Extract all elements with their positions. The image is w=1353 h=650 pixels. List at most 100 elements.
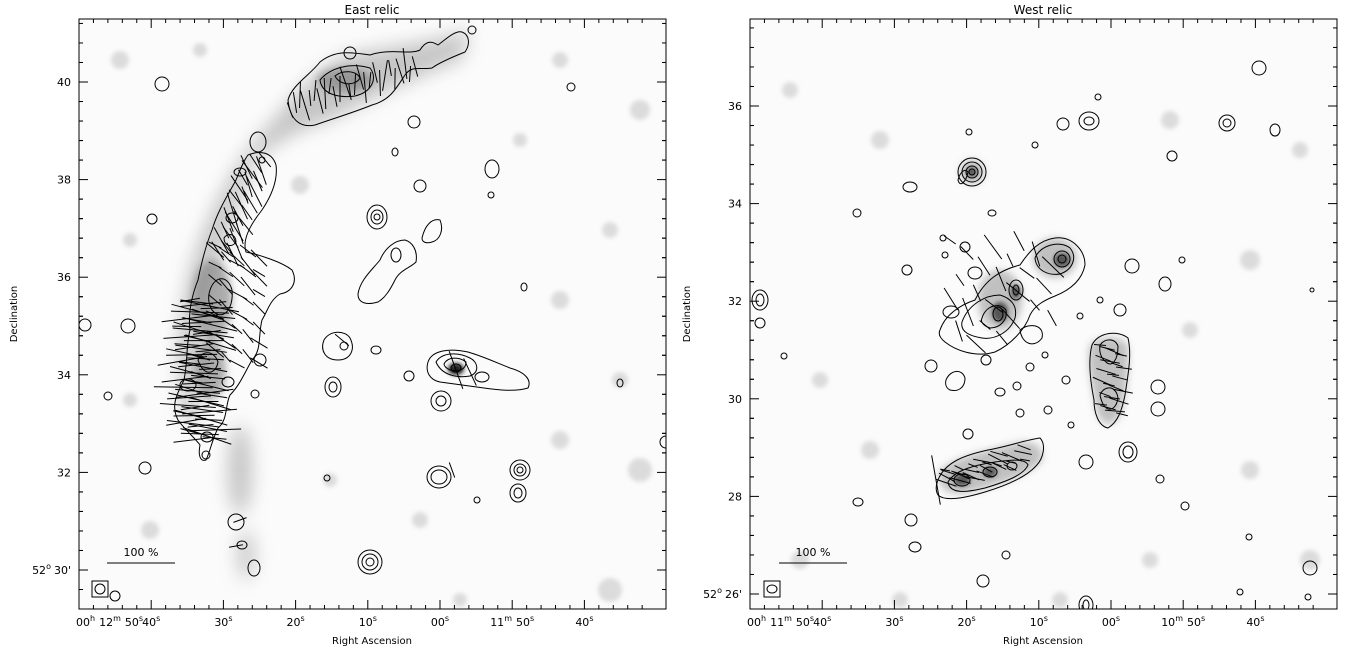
polarization-vector (313, 79, 317, 102)
polarization-vector (177, 361, 201, 365)
polarization-vector (205, 310, 225, 320)
polarization-vector (219, 279, 233, 295)
y-axis: 52o 26' 28 30 32 34 36 (703, 27, 1337, 601)
beam-ellipse (766, 584, 778, 594)
polarization-vector (205, 342, 225, 358)
polarization-vector (175, 388, 234, 398)
east-relic-panel: 100 % East relic Right Ascension Declina… (9, 3, 667, 647)
plot-frame (78, 18, 667, 610)
polarization-vector (348, 84, 352, 100)
polarization-vector (1094, 403, 1108, 406)
polarization-vector (180, 404, 210, 411)
polarization-vector (243, 190, 258, 214)
polarization-vector (173, 437, 211, 443)
polarization-vector (372, 62, 378, 83)
polarization-vector (984, 298, 1004, 314)
y-axis-label: Declination (9, 286, 20, 343)
x-tick-label: 20s (287, 614, 305, 629)
polarization-vector (229, 359, 245, 369)
contour-relic-main (174, 152, 295, 461)
polarization-vector (166, 417, 206, 426)
x-tick-label: 10m 50s (1161, 614, 1205, 629)
polarization-vector (242, 296, 254, 306)
polarization-vector (189, 428, 242, 432)
polarization-vector (931, 455, 941, 505)
polarization-vector (411, 56, 419, 77)
polarization-vector (166, 420, 220, 428)
polarization-vector (1041, 256, 1065, 278)
polarization-vector (355, 64, 365, 90)
polarization-vector (955, 320, 963, 342)
polarization-vector (379, 69, 381, 97)
polarization-vector (171, 303, 216, 317)
y-tick-label: 36 (57, 271, 71, 284)
polarization-vector (1001, 452, 1023, 462)
polarization-vector (249, 154, 263, 173)
polarization-vector (174, 343, 214, 351)
polarization-vector (229, 544, 243, 548)
polarization-vector (174, 343, 201, 347)
polarization-vector (253, 170, 263, 192)
polarization-vector (388, 60, 392, 76)
x-tick-label: 00h 12m 50s (76, 614, 143, 629)
polarization-vector (1093, 343, 1107, 347)
polarization-vector (955, 273, 965, 287)
polarization-vector (1100, 359, 1120, 364)
x-tick-label: 40s (575, 614, 593, 629)
polarization-vector (954, 465, 964, 471)
x-axis: 00h 11m 50s 40s 30s 20s 10s 00s 10m 50s 40s (747, 19, 1314, 629)
scale-bar-label: 100 % (124, 546, 159, 559)
polarization-vector (939, 468, 951, 472)
contour-arc-north-inner (319, 65, 374, 98)
polarization-vector (1100, 405, 1116, 411)
polarization-vector (239, 244, 257, 258)
polarization-vector (233, 517, 247, 523)
polarization-vector (448, 462, 456, 478)
polarization-vector (1095, 354, 1111, 362)
x-axis: 00h 12m 50s 40s 30s 20s 10s 00s 11m 50s 40s (76, 19, 643, 629)
y-tick-label: 36 (728, 100, 742, 113)
contour-relic-south (935, 437, 1044, 500)
polarization-vector (175, 344, 227, 353)
x-axis-label: Right Ascension (332, 636, 412, 647)
polarization-vector (233, 211, 254, 235)
polarization-vector (182, 427, 232, 445)
polarization-vector (218, 266, 234, 278)
x-tick-label: 00h 11m 50s (747, 614, 814, 629)
polarization-vector (448, 351, 464, 389)
polarization-vectors (931, 231, 1133, 505)
y-axis: 52o 30' 32 34 36 38 40 (32, 22, 666, 591)
polarization-vector (229, 228, 244, 260)
x-tick-label: 10s (359, 614, 377, 629)
greyscale-emission (782, 82, 1320, 608)
polarization-vector (192, 330, 221, 335)
polarization-vector (1014, 450, 1032, 455)
polarization-vector (977, 256, 991, 276)
y-tick-label: 52o 30' (32, 562, 71, 577)
x-tick-label: 20s (958, 614, 976, 629)
polarization-vector (976, 470, 994, 478)
polarization-vector (1013, 231, 1025, 251)
polarization-vectors (153, 48, 477, 548)
polarization-vector (241, 204, 253, 221)
polarization-vector (196, 392, 228, 399)
polarization-vector (242, 316, 254, 326)
beam-ellipse (94, 583, 106, 595)
scale-bar-label: 100 % (796, 546, 831, 559)
polarization-vector (952, 471, 970, 480)
polarization-vector (175, 409, 228, 426)
contour-double-source (426, 349, 530, 391)
polarization-vector (229, 271, 245, 287)
polarization-vector (161, 314, 219, 323)
polarization-vector (159, 403, 216, 408)
polarization-vector (979, 320, 991, 330)
polarization-vector (1003, 464, 1017, 471)
y-axis-label: Declination (682, 286, 693, 343)
polarization-vector (187, 423, 214, 428)
polarization-vector (178, 361, 228, 373)
x-tick-label: 30s (214, 614, 232, 629)
polarization-vector (258, 152, 272, 168)
polarization-vector (990, 450, 1008, 457)
polarization-vector (968, 463, 978, 468)
